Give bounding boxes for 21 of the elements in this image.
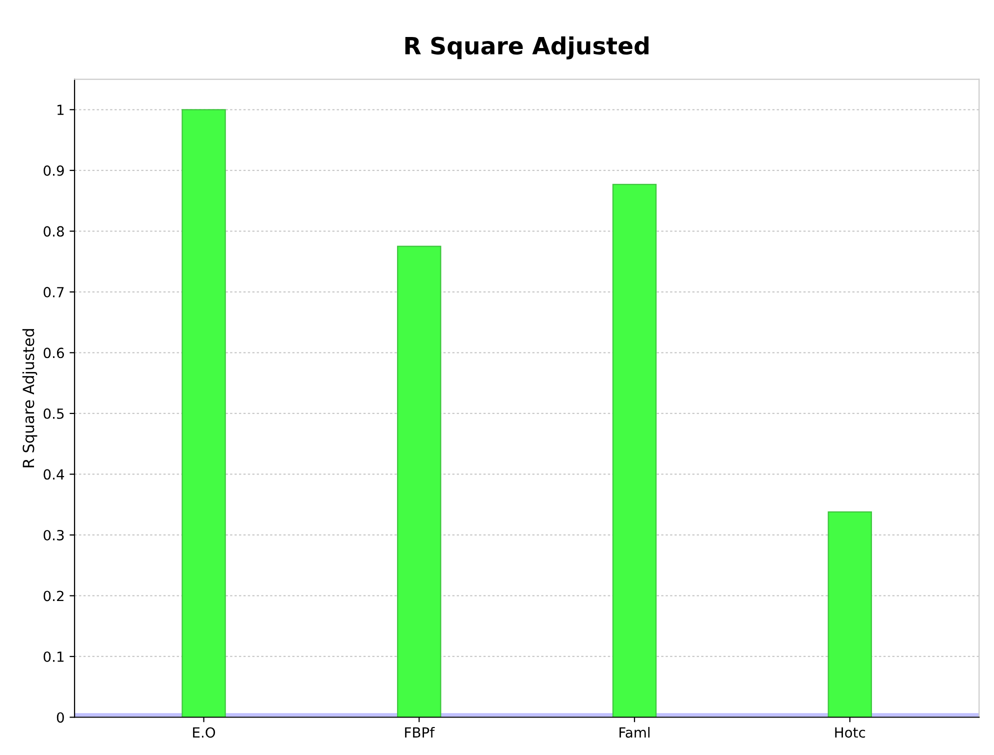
y-tick-label: 1 [58, 104, 64, 115]
x-tick-label: FBPf [405, 726, 435, 738]
bar [182, 109, 226, 718]
y-tick-label: 0.3 [44, 530, 64, 540]
y-tick-label: 0 [56, 712, 64, 723]
y-tick-label: 0.2 [44, 590, 64, 602]
bar [397, 246, 442, 718]
chart-title: R Square Adjusted [405, 36, 648, 60]
bar [612, 184, 657, 718]
y-tick-label: 0.8 [44, 226, 64, 237]
y-axis-title: R Square Adjusted [22, 329, 38, 468]
x-tick-label: E.O [193, 727, 216, 738]
bar [828, 511, 872, 718]
y-tick-label: 0.7 [44, 286, 64, 298]
y-tick-label: 0.9 [44, 165, 64, 176]
y-tick-label: 0.5 [44, 408, 64, 419]
y-tick-label: 0.6 [44, 348, 64, 358]
y-tick-label: 0.4 [44, 469, 64, 480]
y-tick-label: 0.1 [44, 651, 64, 662]
x-tick-label: Hotc [835, 727, 866, 738]
x-tick-label: Faml [620, 726, 650, 738]
